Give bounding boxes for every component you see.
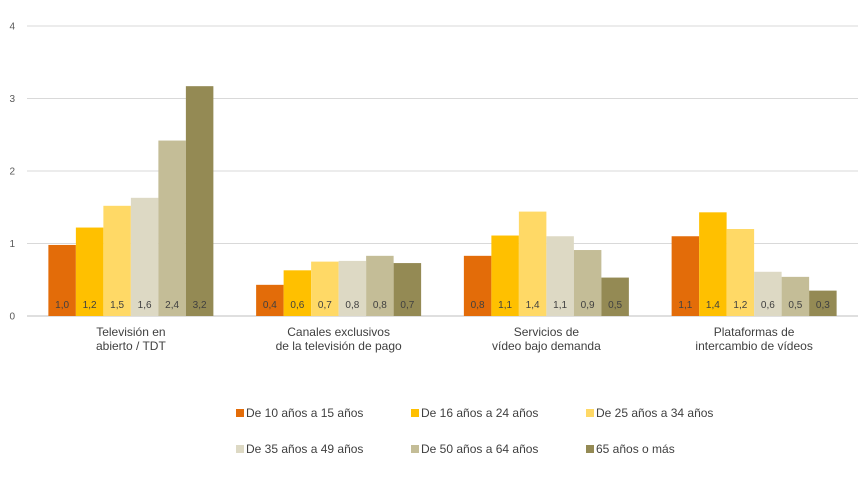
data-label: 3,2 xyxy=(193,300,207,311)
category-label: intercambio de vídeos xyxy=(695,339,812,353)
data-label: 0,8 xyxy=(373,300,387,311)
bar xyxy=(185,86,214,316)
legend-swatch xyxy=(586,409,594,417)
category-label: Plataformas de xyxy=(714,325,795,339)
legend-label: De 50 años a 64 años xyxy=(421,442,538,456)
y-tick-label: 2 xyxy=(9,167,15,178)
bar xyxy=(781,276,810,316)
bar xyxy=(75,227,104,316)
data-label: 0,5 xyxy=(608,300,622,311)
bar xyxy=(48,244,76,316)
bar xyxy=(283,270,312,316)
bar xyxy=(546,236,574,316)
data-label: 1,1 xyxy=(498,300,512,311)
bar xyxy=(491,235,519,316)
bar xyxy=(573,250,602,316)
legend-swatch xyxy=(236,409,244,417)
bar xyxy=(393,263,422,316)
data-label: 0,8 xyxy=(345,300,359,311)
data-label: 0,3 xyxy=(816,300,830,311)
legend-swatch xyxy=(586,445,594,453)
data-label: 0,6 xyxy=(290,300,304,311)
legend-swatch xyxy=(411,409,419,417)
data-label: 1,6 xyxy=(138,300,152,311)
legend-swatch xyxy=(236,445,244,453)
data-label: 1,4 xyxy=(706,300,720,311)
data-label: 0,7 xyxy=(400,300,414,311)
data-label: 1,0 xyxy=(55,300,69,311)
bar xyxy=(754,271,782,316)
bar xyxy=(158,140,186,316)
category-label: abierto / TDT xyxy=(96,339,166,353)
data-label: 0,5 xyxy=(788,300,802,311)
bar xyxy=(518,211,547,316)
bar xyxy=(311,261,339,316)
data-label: 1,1 xyxy=(678,300,692,311)
data-label: 0,7 xyxy=(318,300,332,311)
category-label: Servicios de xyxy=(514,325,580,339)
legend-label: De 10 años a 15 años xyxy=(246,406,363,420)
legend-label: De 25 años a 34 años xyxy=(596,406,713,420)
bar xyxy=(256,284,284,316)
bar xyxy=(726,229,755,316)
y-tick-label: 4 xyxy=(9,22,15,33)
bar xyxy=(809,290,837,316)
category-label: Canales exclusivos xyxy=(287,325,390,339)
legend-label: De 35 años a 49 años xyxy=(246,442,363,456)
legend-swatch xyxy=(411,445,419,453)
bar xyxy=(671,236,700,316)
category-label: vídeo bajo demanda xyxy=(492,339,601,353)
data-label: 0,4 xyxy=(263,300,277,311)
data-label: 1,2 xyxy=(733,300,747,311)
data-label: 1,4 xyxy=(526,300,540,311)
data-label: 0,6 xyxy=(761,300,775,311)
bar xyxy=(130,197,159,316)
data-label: 1,1 xyxy=(553,300,567,311)
bar xyxy=(338,260,367,316)
data-label: 2,4 xyxy=(165,300,179,311)
bar xyxy=(699,212,727,316)
bar xyxy=(463,255,492,316)
bar xyxy=(601,277,629,316)
data-label: 0,8 xyxy=(471,300,485,311)
bar xyxy=(103,205,131,316)
data-label: 1,5 xyxy=(110,300,124,311)
bar xyxy=(366,255,394,316)
y-tick-label: 1 xyxy=(9,239,15,250)
legend-label: 65 años o más xyxy=(596,442,675,456)
category-label: Televisión en xyxy=(96,325,165,339)
data-label: 1,2 xyxy=(83,300,97,311)
y-tick-label: 0 xyxy=(9,312,15,323)
y-tick-label: 3 xyxy=(9,94,15,105)
category-label: de la televisión de pago xyxy=(276,339,402,353)
data-label: 0,9 xyxy=(581,300,595,311)
legend-label: De 16 años a 24 años xyxy=(421,406,538,420)
